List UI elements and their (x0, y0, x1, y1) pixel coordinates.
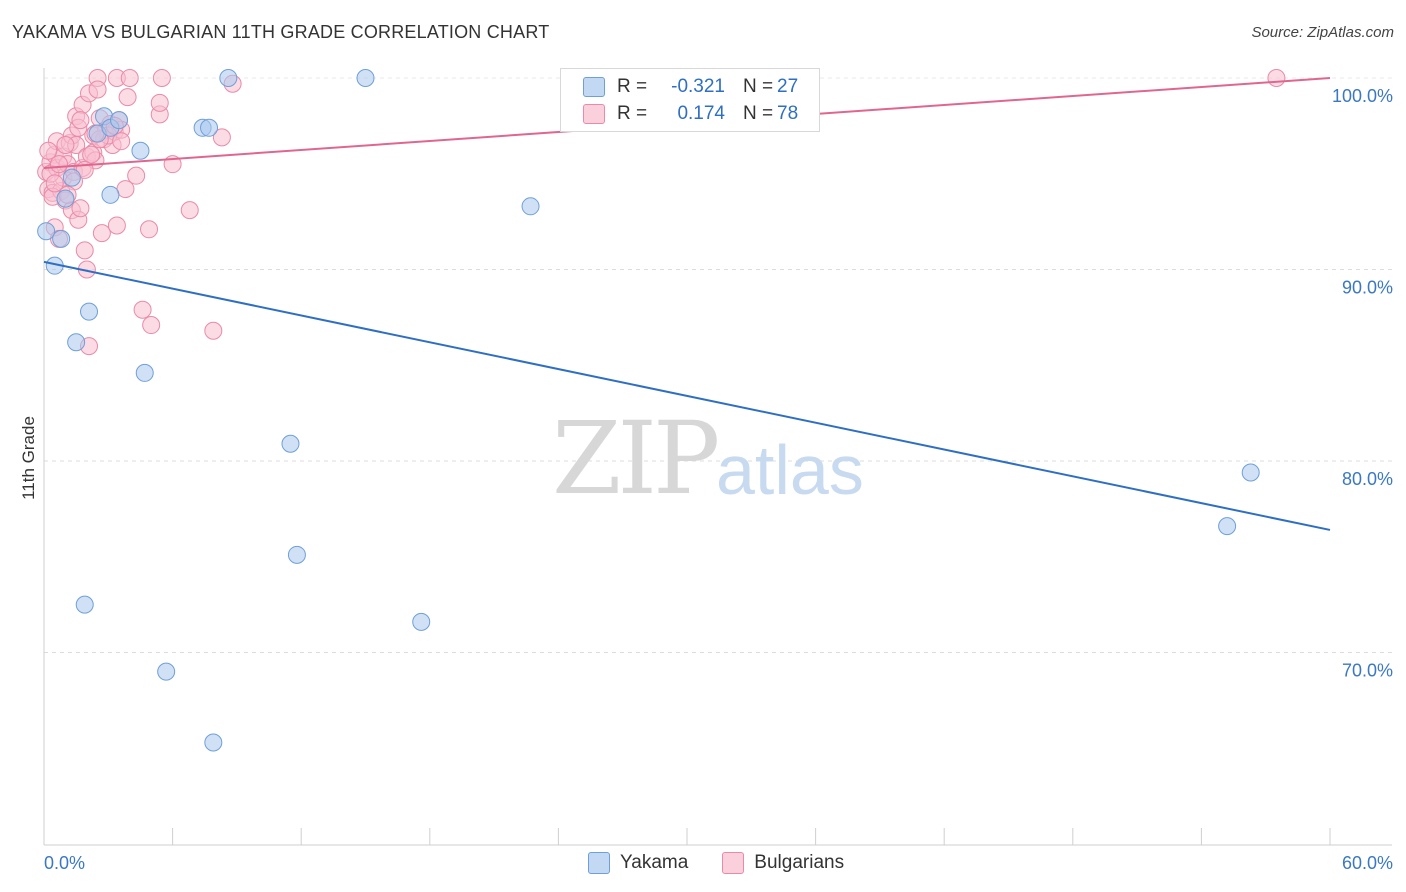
data-point (281, 434, 300, 453)
data-point (39, 141, 58, 160)
trend-line (43, 260, 1331, 531)
legend-n-label: N = (743, 76, 774, 97)
x-tick-label: 60.0% (1342, 853, 1393, 873)
legend-r-value: -0.321 (671, 76, 725, 97)
source-label: Source: ZipAtlas.com (1251, 24, 1394, 41)
data-point (92, 224, 111, 243)
gridlines (44, 77, 1392, 653)
data-point (219, 69, 238, 87)
series-yakama-points (37, 69, 1260, 752)
series-legend: Yakama Bulgarians (588, 852, 878, 874)
y-tick-label: 100.0% (1332, 86, 1393, 106)
legend-r-label: R = (617, 76, 648, 97)
data-point (118, 88, 137, 107)
data-point (127, 166, 146, 185)
data-point (412, 612, 431, 631)
y-axis-label: 11th Grade (19, 416, 38, 500)
legend-row-bulgarians: R = 0.174 N = 78 (583, 101, 798, 127)
chart-title: YAKAMA VS BULGARIAN 11TH GRADE CORRELATI… (12, 22, 550, 42)
legend-item-bulgarians[interactable]: Bulgarians (722, 852, 844, 874)
data-point (1241, 463, 1260, 482)
data-point (152, 69, 171, 87)
y-tick-label: 90.0% (1342, 278, 1393, 298)
data-point (135, 363, 154, 382)
x-tick-label: 0.0% (44, 853, 85, 873)
data-point (356, 69, 375, 87)
legend-n-label: N = (743, 103, 774, 124)
data-point (131, 141, 150, 160)
data-point (200, 118, 219, 137)
data-point (1267, 69, 1286, 87)
y-tick-label: 70.0% (1342, 661, 1393, 681)
data-point (142, 316, 161, 335)
data-point (71, 199, 90, 218)
data-point (204, 733, 223, 752)
legend-label-yakama: Yakama (620, 852, 689, 873)
data-point (50, 155, 69, 174)
y-tick-label: 80.0% (1342, 469, 1393, 489)
watermark-atlas: atlas (716, 431, 864, 509)
data-point (1218, 517, 1237, 536)
legend-label-bulgarians: Bulgarians (754, 852, 845, 873)
data-point (150, 93, 169, 112)
legend-swatch-yakama (583, 77, 605, 97)
data-point (157, 662, 176, 681)
legend-row-yakama: R = -0.321 N = 27 (583, 74, 798, 100)
legend-n-value: 78 (777, 103, 799, 124)
data-point (180, 201, 199, 220)
data-point (71, 111, 90, 130)
data-point (287, 545, 306, 564)
data-point (140, 220, 159, 239)
data-point (56, 136, 75, 155)
legend-n-value: 27 (777, 76, 799, 97)
data-point (82, 145, 101, 164)
data-point (75, 241, 94, 260)
watermark-zip: ZIP (552, 400, 720, 517)
data-point (133, 300, 152, 319)
data-point (45, 174, 64, 193)
data-point (212, 128, 231, 147)
legend-swatch-bulgarians (583, 104, 605, 124)
data-point (56, 189, 75, 208)
legend-r-label: R = (617, 103, 648, 124)
tick-labels: 100.0% 90.0% 80.0% 70.0% 0.0% 60.0% (44, 86, 1393, 873)
data-point (75, 595, 94, 614)
data-point (521, 197, 540, 216)
data-point (101, 185, 120, 204)
data-point (88, 80, 107, 99)
data-point (62, 168, 81, 187)
data-point (120, 69, 139, 87)
data-point (37, 222, 56, 241)
legend-swatch-bulgarians (722, 852, 745, 874)
data-point (112, 132, 131, 151)
data-point (107, 216, 126, 235)
legend-r-value: 0.174 (677, 103, 725, 124)
data-point (52, 229, 71, 248)
data-point (110, 111, 129, 130)
legend-item-yakama[interactable]: Yakama (588, 852, 688, 874)
data-point (204, 321, 223, 340)
data-point (80, 302, 99, 321)
legend-swatch-yakama (588, 852, 610, 874)
data-point (67, 333, 86, 352)
stats-legend: R = -0.321 N = 27 R = 0.174 N = 78 (560, 68, 820, 132)
